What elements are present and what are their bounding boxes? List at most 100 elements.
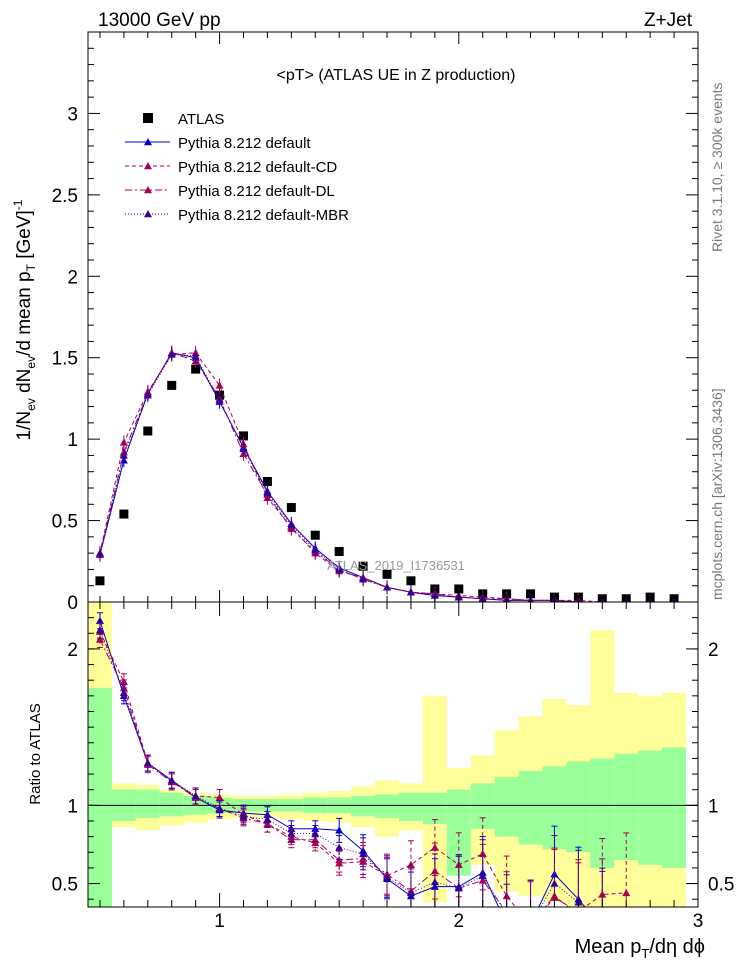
ratio-plot-area [87, 601, 699, 930]
stat-band-bin [590, 758, 615, 868]
ratio-data-point [359, 849, 368, 858]
ratio-data-point [406, 860, 415, 868]
ratio-y-tick-label-right: 2 [708, 640, 719, 661]
stat-band-bin [422, 792, 447, 825]
main-panel: <pT> (ATLAS UE in Z production) ATLAS_20… [11, 31, 699, 614]
ratio-y-ticks: 0.5 0.5 1 1 2 2 [52, 617, 734, 900]
atlas-data-point [143, 426, 153, 436]
header-right: Z+Jet [644, 10, 693, 31]
mc-data-point [95, 549, 104, 557]
legend-label: Pythia 8.212 default-CD [178, 159, 337, 176]
ratio-data-point [335, 843, 344, 851]
ratio-data-point [503, 911, 511, 918]
atlas-data-point [286, 503, 296, 513]
chart-title: <pT> (ATLAS UE in Z production) [277, 67, 516, 84]
stat-band-bin [494, 777, 519, 837]
mc-data-point [167, 350, 176, 358]
x-tick-label: 3 [693, 911, 704, 932]
mc-data-point [287, 521, 296, 529]
atlas-data-point [310, 530, 320, 540]
ratio-data-point [598, 923, 606, 930]
ratio-data-point [311, 824, 320, 832]
mc-data-point [263, 488, 272, 497]
legend-marker [144, 138, 152, 146]
ratio-data-point [574, 911, 582, 918]
ratio-data-point [503, 908, 511, 915]
stat-band-bin [398, 792, 423, 821]
stat-band-bin [135, 789, 160, 818]
mc-data-point [215, 381, 224, 389]
mc-data-point [119, 451, 128, 459]
mc-data-point [143, 391, 152, 399]
rivet-label: Rivet 3.1.10, ≥ 300k events [709, 82, 725, 252]
ratio-data-point [478, 849, 487, 858]
legend-label: Pythia 8.212 default [178, 135, 311, 152]
main-y-tick-label: 1.5 [52, 349, 78, 370]
mc-data-point [191, 352, 200, 360]
ratio-data-point [359, 854, 368, 862]
main-y-tick-label: 1 [67, 430, 78, 451]
x-tick-label: 2 [453, 911, 464, 932]
stat-band-bin [614, 753, 639, 861]
ratio-data-point [430, 867, 439, 875]
legend-marker-atlas [143, 113, 153, 123]
ratio-data-point [527, 920, 535, 927]
ratio-data-point [167, 776, 176, 784]
ratio-y-tick-label: 2 [67, 640, 78, 661]
x-axis-label: Mean pT/dη dϕ [575, 936, 705, 961]
ratio-x-ticks: 1 2 3 [99, 602, 704, 932]
ratio-data-point [335, 826, 344, 834]
mc-data-point [239, 444, 248, 453]
legend-marker [144, 162, 152, 170]
ratio-data-point [287, 829, 296, 837]
ratio-line-2 [99, 639, 570, 907]
ratio-data-point [478, 871, 487, 879]
ratio-data-point [502, 892, 511, 900]
ratio-y-tick-label-right: 0.5 [708, 875, 734, 896]
mc-data-point [383, 583, 392, 591]
mc-data-point [215, 396, 224, 404]
legend-marker [144, 186, 152, 194]
ratio-data-point [622, 888, 631, 897]
main-y-tick-label: 2 [67, 267, 78, 288]
ratio-data-point [527, 920, 535, 927]
legend-label: Pythia 8.212 default-MBR [178, 207, 349, 224]
ratio-data-point [430, 877, 439, 886]
ratio-line-1 [99, 631, 627, 907]
legend: ATLAS Pythia 8.212 default Pythia 8.212 de… [125, 111, 349, 224]
ratio-data-point [95, 635, 104, 643]
stat-band-bin [518, 770, 543, 845]
mcplots-label: mcplots.cern.ch [arXiv:1306.3436] [709, 388, 725, 600]
mc-data-point [335, 565, 344, 573]
stat-band-bin [662, 747, 687, 868]
mc-data-point [311, 545, 320, 554]
ratio-data-point [550, 879, 559, 887]
ratio-y-tick-label: 0.5 [52, 875, 78, 896]
mc-data-point [119, 438, 128, 446]
atlas-data-point [262, 476, 272, 486]
atlas-data-point [119, 509, 129, 519]
ratio-data-point [527, 920, 535, 927]
ratio-data-point [143, 759, 152, 767]
main-y-axis-label: 1/Nev dNev/d mean pT [GeV]-1 [11, 199, 38, 440]
ratio-data-point [574, 908, 582, 915]
atlas-data-point [191, 364, 201, 374]
atlas-data-point [167, 380, 177, 390]
mc-data-point [430, 591, 439, 599]
x-tick-label: 1 [214, 911, 225, 932]
ratio-data-point [215, 793, 224, 801]
ratio-data-point [454, 884, 463, 892]
legend-marker [144, 210, 152, 218]
ratio-data [95, 612, 631, 930]
ratio-data-point [263, 815, 272, 823]
ratio-y-axis-label: Ratio to ATLAS [27, 703, 44, 804]
stat-band-bin [159, 792, 184, 817]
ratio-bands [88, 602, 687, 907]
atlas-data-point [334, 547, 344, 557]
ratio-data-point [430, 882, 439, 890]
atlas-data-point [406, 576, 416, 586]
atlas-data-point [238, 431, 248, 441]
watermark: ATLAS_2019_I1736531 [327, 558, 465, 573]
stat-band-bin [351, 795, 376, 817]
